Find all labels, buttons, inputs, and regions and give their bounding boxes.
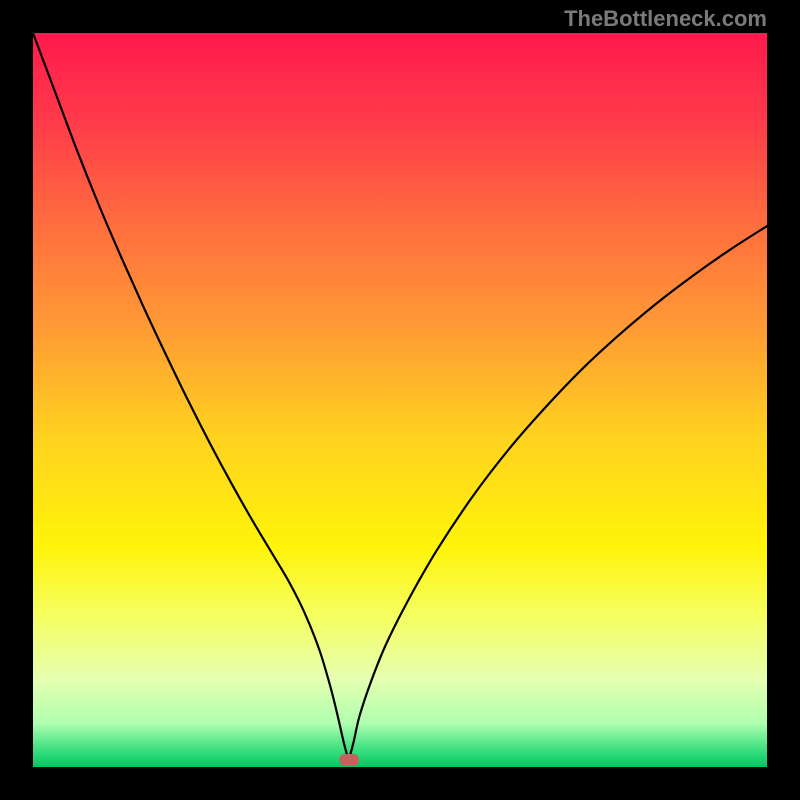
minimum-marker bbox=[339, 754, 359, 766]
bottleneck-curve-svg bbox=[0, 0, 800, 800]
bottleneck-curve bbox=[33, 33, 767, 760]
watermark-text: TheBottleneck.com bbox=[564, 6, 767, 32]
